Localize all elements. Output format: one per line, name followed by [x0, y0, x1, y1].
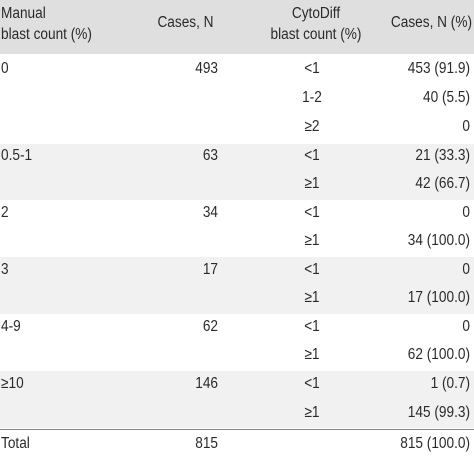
outcome-cell: 62 (100.0): [407, 346, 470, 363]
outcome-cell: 42 (66.7): [415, 175, 470, 192]
cytodiff-cell: 1-2: [302, 89, 322, 106]
header-cases-percent: Cases, N (%): [390, 14, 472, 31]
outcome-cell: 34 (100.0): [407, 232, 470, 249]
cases-cell: 146: [195, 375, 218, 392]
cases-cell: 17: [202, 261, 218, 278]
total-outcome: 815 (100.0): [400, 435, 470, 452]
header-cases: Cases, N: [157, 14, 214, 31]
total-cases: 815: [195, 435, 218, 452]
cytodiff-cell: <1: [304, 318, 320, 335]
cytodiff-cell: ≥1: [304, 232, 320, 249]
cytodiff-cell: ≥1: [304, 175, 320, 192]
table-header: Manual blast count (%) Cases, N CytoDiff…: [0, 0, 474, 54]
manual-count-cell: 2: [1, 204, 9, 221]
cases-cell: 62: [202, 318, 218, 335]
outcome-cell: 453 (91.9): [407, 60, 470, 77]
header-manual-line1: Manual: [1, 5, 46, 22]
outcome-cell: 0: [462, 261, 470, 278]
manual-count-cell: 0.5-1: [1, 147, 33, 164]
outcome-cell: 0: [462, 118, 470, 135]
total-divider: [0, 429, 474, 430]
manual-count-cell: ≥10: [1, 375, 24, 392]
cytodiff-cell: <1: [304, 261, 320, 278]
header-cytodiff-line1: CytoDiff: [291, 5, 341, 22]
cytodiff-cell: <1: [304, 375, 320, 392]
cytodiff-cell: <1: [304, 60, 320, 77]
group-band: [0, 257, 474, 314]
outcome-cell: 1 (0.7): [430, 375, 470, 392]
cases-cell: 34: [202, 204, 218, 221]
manual-count-cell: 3: [1, 261, 9, 278]
group-band: [0, 371, 474, 428]
header-manual-line2: blast count (%): [1, 26, 92, 43]
group-band: [0, 144, 474, 200]
cytodiff-cell: ≥1: [304, 289, 320, 306]
outcome-cell: 21 (33.3): [415, 147, 470, 164]
manual-count-cell: 0: [1, 60, 9, 77]
outcome-cell: 0: [462, 318, 470, 335]
manual-count-cell: 4-9: [1, 318, 21, 335]
total-label: Total: [1, 435, 30, 452]
header-cytodiff-line2: blast count (%): [270, 26, 362, 43]
outcome-cell: 145 (99.3): [407, 404, 470, 421]
cytodiff-cell: <1: [304, 204, 320, 221]
cytodiff-cell: ≥1: [304, 404, 320, 421]
cases-cell: 63: [202, 147, 218, 164]
cytodiff-cell: ≥2: [304, 118, 320, 135]
outcome-cell: 40 (5.5): [422, 89, 470, 106]
outcome-cell: 0: [462, 204, 470, 221]
outcome-cell: 17 (100.0): [407, 289, 470, 306]
cases-cell: 493: [195, 60, 218, 77]
cytodiff-cell: ≥1: [304, 346, 320, 363]
cytodiff-cell: <1: [304, 147, 320, 164]
